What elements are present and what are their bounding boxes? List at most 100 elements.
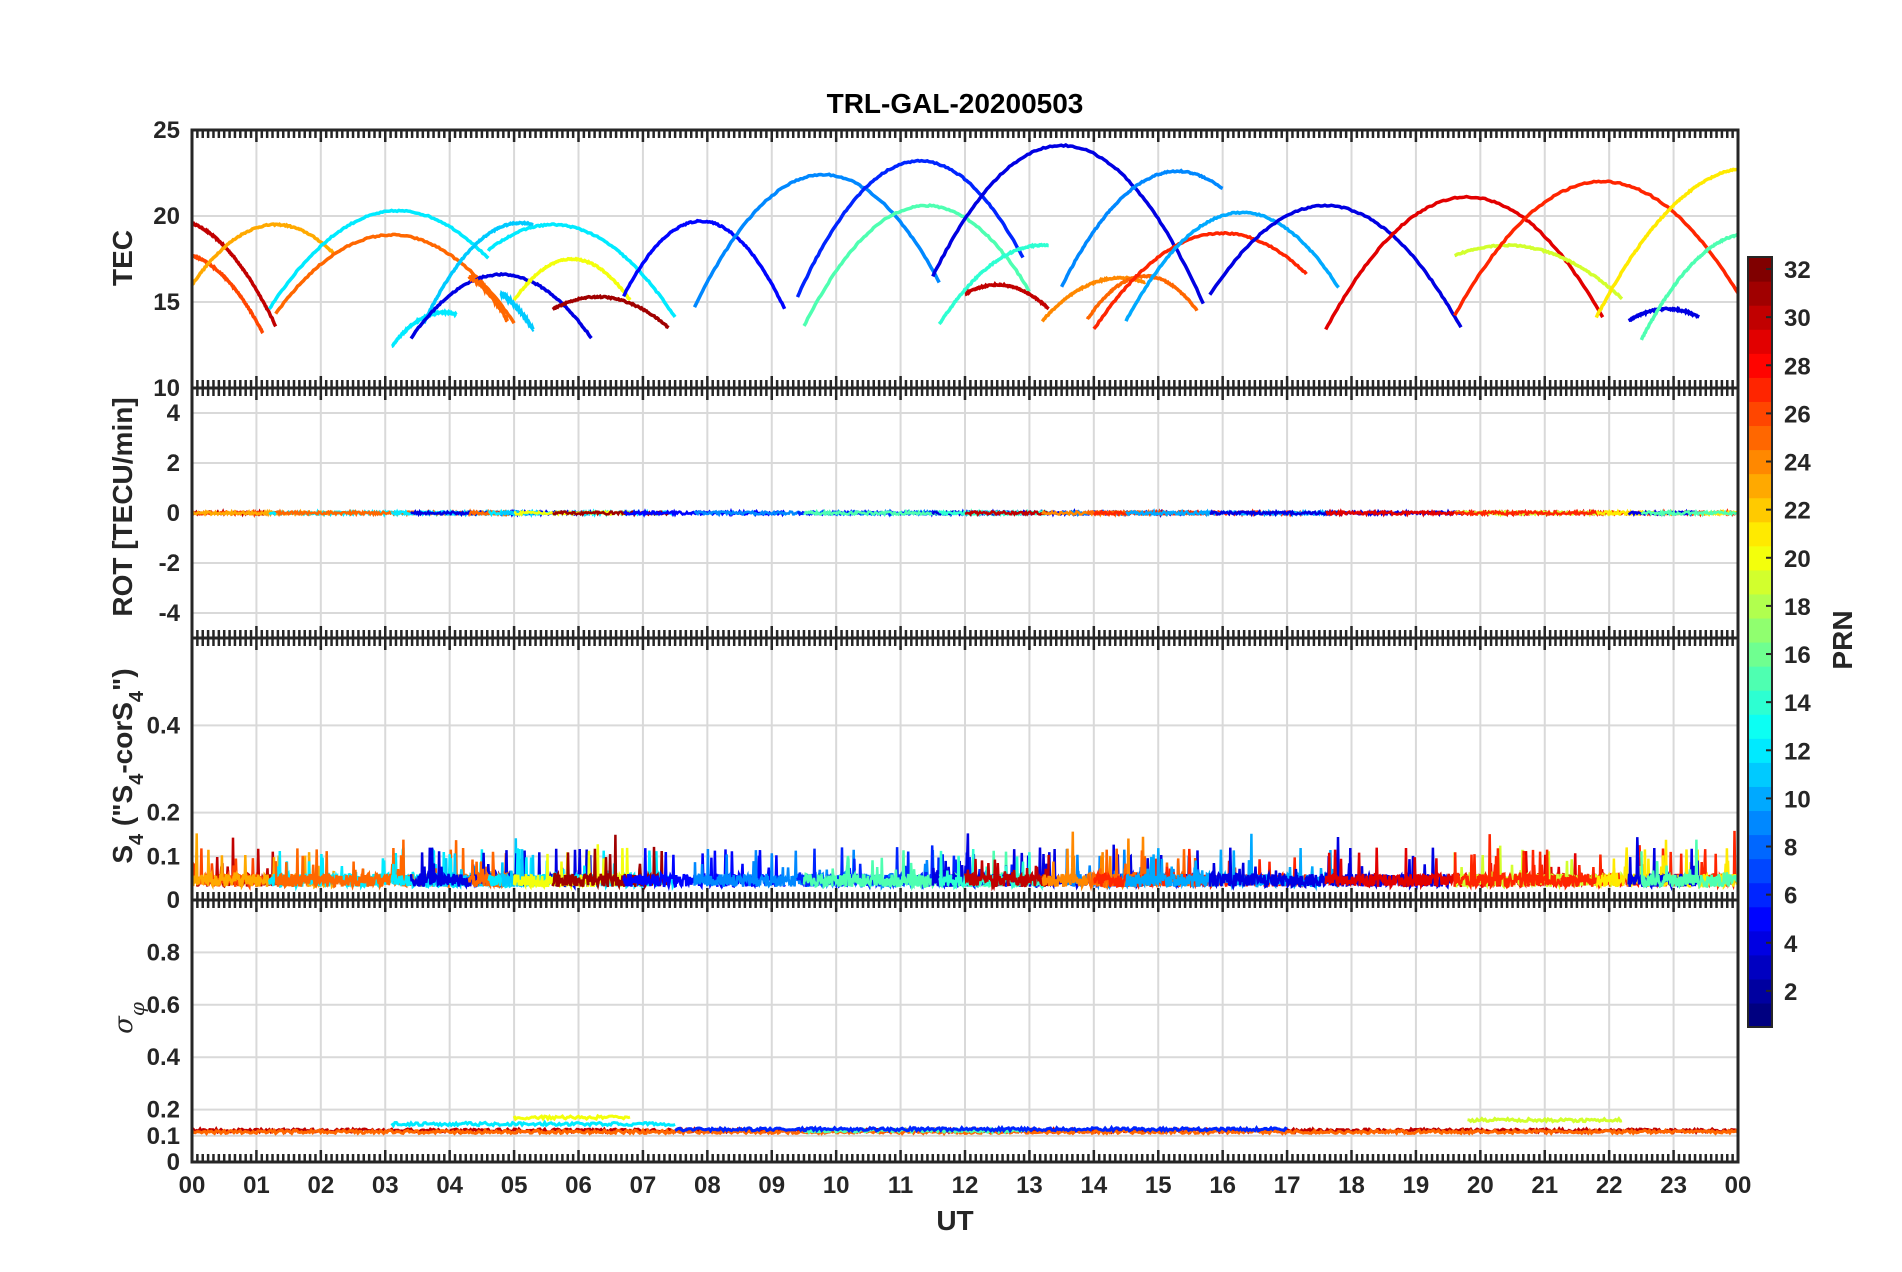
tec-series-line [1124,210,1340,322]
tec-series-line [1208,203,1463,329]
x-tick-label: 03 [372,1172,399,1199]
x-tick-label: 23 [1660,1172,1687,1199]
colorbar-swatch [1748,521,1772,547]
colorbar-tick-label: 14 [1784,690,1811,717]
tec-series-line [422,220,534,324]
s4-series-line [963,854,1050,892]
y-tick-label: 10 [153,375,180,402]
colorbar-tick-label: 26 [1784,401,1811,428]
ylabel-rot: ROT [TECU/min] [107,397,138,616]
x-tick-label: 18 [1338,1172,1365,1199]
tec-series-line [1594,167,1739,319]
x-tick-label: 11 [888,1172,913,1199]
colorbar-tick-label: 8 [1784,835,1797,862]
x-tick-label: 17 [1274,1172,1301,1199]
y-tick-label: 0.2 [147,800,180,827]
tec-series-line [390,308,458,349]
colorbar-swatch [1748,425,1772,451]
x-tick-label: 10 [823,1172,850,1199]
tec-series-line [1453,179,1740,317]
colorbar-tick-label: 18 [1784,594,1811,621]
x-tick-label: 22 [1596,1172,1623,1199]
tec-series-line [499,290,535,333]
colorbar-swatch [1748,1002,1772,1028]
colorbar-tick-label: 30 [1784,305,1811,332]
ylabel-tec: TEC [107,230,138,286]
panel-rot: -4 -2 0 2 4 [159,386,1740,640]
x-tick-label: 02 [307,1172,334,1199]
colorbar-swatch [1748,329,1772,354]
x-tick-label: 14 [1080,1172,1107,1199]
y-tick-label: 0.8 [147,939,180,966]
colorbar-tick-label: 16 [1784,642,1811,669]
sigma-series-line [1467,1116,1623,1124]
tec-series-line [795,158,1025,298]
tec-series-line [802,203,1031,327]
x-tick-label: 06 [565,1172,592,1199]
ylabel-sigma: σφ [109,1002,149,1034]
colorbar-tick-label: 10 [1784,786,1811,813]
colorbar-tick-label: 12 [1784,738,1811,765]
colorbar-swatch [1748,858,1772,884]
x-tick-label: 19 [1403,1172,1430,1199]
x-tick-label: 07 [630,1172,657,1199]
tec-series-line [1092,230,1308,330]
colorbar-swatch [1748,762,1772,787]
tec-series-line [274,232,516,325]
tec-series-line [937,242,1049,326]
colorbar-tick-label: 22 [1784,498,1811,525]
s4-series-line [622,848,786,892]
y-tick-label: 0 [167,500,180,527]
colorbar-swatch [1748,377,1772,402]
y-tick-label: 0 [167,887,180,914]
x-tick-label: 08 [694,1172,721,1199]
x-tick-label: 05 [501,1172,528,1199]
tec-series-line [1454,242,1624,301]
y-tick-label: 2 [167,450,180,477]
tec-series-line [486,222,677,318]
colorbar-swatch [1748,666,1772,691]
y-tick-label: -4 [159,600,181,627]
x-tick-label: 21 [1531,1172,1558,1199]
colorbar-label: PRN [1827,610,1858,669]
s4-series-line [1086,848,1199,892]
y-tick-label: 0.4 [147,1044,181,1071]
tec-series-line [622,218,787,310]
y-tick-label: 15 [153,289,180,316]
ylabel-s4: S4 ("S4-corS4") [107,668,148,863]
colorbar-swatch [1748,810,1772,836]
y-tick-label: 0.1 [147,1123,180,1150]
tec-series-line [1060,168,1224,288]
sigma-series-line [190,1127,1740,1137]
y-tick-label: 0.6 [147,992,180,1019]
x-tick-label: 09 [758,1172,785,1199]
x-tick-label: 16 [1209,1172,1236,1199]
colorbar-tick-label: 24 [1784,450,1811,477]
s4-series-line [1640,839,1740,890]
x-tick-labels: 00 01 02 03 04 05 06 07 08 09 10 11 12 13 14 15 16 17 18 19… [179,1172,1752,1199]
sigma-series-line [674,1124,1288,1134]
sigma-series-line [390,1119,676,1129]
y-tick-label: 0 [167,1149,180,1176]
y-tick-label: 0.1 [147,843,180,870]
x-tick-label: 13 [1016,1172,1043,1199]
tec-series-line [1627,305,1700,323]
tec-series-line [190,221,278,328]
xlabel: UT [936,1205,973,1236]
y-tick-label: 0.2 [147,1097,180,1124]
colorbar-swatch [1748,281,1772,306]
colorbar-swatch [1748,569,1772,595]
tec-series-line [692,172,941,308]
rot-series-line [1640,508,1739,518]
colorbar-swatch [1748,906,1772,932]
tec-series-line [931,143,1205,305]
colorbar-swatch [1748,473,1772,499]
sigma-series-line [512,1113,631,1122]
tec-series-line [190,254,265,335]
tec-series-line [551,293,670,330]
figure-title: TRL-GAL-20200503 [827,88,1084,119]
colorbar-swatch [1748,617,1772,643]
panel-tec: 10 15 20 25 [153,117,1740,402]
y-tick-label: 20 [153,203,180,230]
